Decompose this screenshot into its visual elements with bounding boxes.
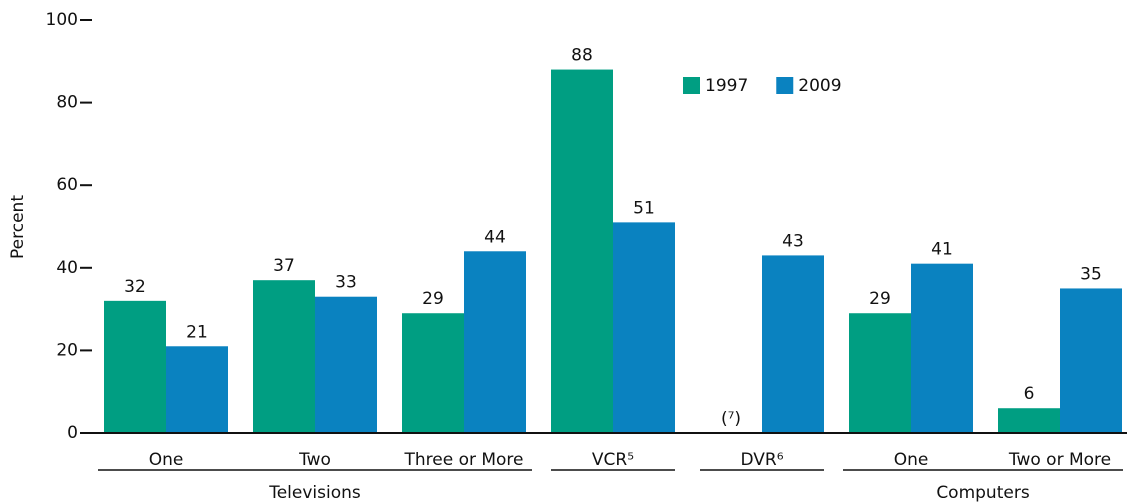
bar	[464, 251, 526, 433]
value-label: 35	[1080, 264, 1102, 284]
x-tick-label: VCR⁵	[592, 450, 634, 470]
legend-swatch	[683, 77, 700, 94]
y-axis-label: Percent	[8, 195, 28, 259]
bar	[253, 280, 315, 433]
group-label: Computers	[936, 483, 1030, 503]
y-tick-label: 80	[56, 93, 78, 113]
value-label: (⁷)	[721, 409, 741, 429]
value-label: 6	[1024, 384, 1035, 404]
x-tick-label: One	[894, 450, 929, 470]
value-label: 88	[571, 46, 593, 66]
y-tick-label: 40	[56, 258, 78, 278]
value-label: 37	[273, 256, 295, 276]
bar	[613, 222, 675, 433]
legend-swatch	[776, 77, 794, 94]
value-label: 41	[931, 240, 953, 260]
bar	[104, 300, 166, 433]
value-label: 29	[422, 289, 444, 309]
x-tick-label: Two or More	[1008, 450, 1111, 470]
bar	[911, 263, 973, 433]
value-label: 43	[782, 231, 804, 251]
group-label: Televisions	[268, 483, 361, 503]
bar	[762, 255, 824, 433]
y-tick-label: 60	[56, 175, 78, 195]
value-label: 32	[124, 277, 146, 297]
bar	[998, 408, 1060, 433]
bar	[551, 69, 613, 433]
bar	[315, 296, 377, 433]
y-tick-label: 0	[67, 423, 78, 443]
bar	[849, 313, 911, 433]
x-tick-label: Three or More	[403, 450, 523, 470]
value-label: 33	[335, 273, 357, 293]
value-label: 44	[484, 227, 506, 247]
x-tick-label: DVR⁶	[740, 450, 783, 470]
y-tick-label: 100	[46, 10, 78, 30]
legend-label: 2009	[798, 76, 841, 96]
value-label: 29	[869, 289, 891, 309]
x-tick-label: Two	[298, 450, 331, 470]
legend-label: 1997	[705, 76, 748, 96]
value-label: 21	[186, 322, 208, 342]
bar	[1060, 288, 1122, 433]
y-tick-label: 20	[56, 340, 78, 360]
bar	[402, 313, 464, 433]
x-tick-label: One	[149, 450, 184, 470]
value-label: 51	[633, 198, 655, 218]
bar	[166, 346, 228, 433]
